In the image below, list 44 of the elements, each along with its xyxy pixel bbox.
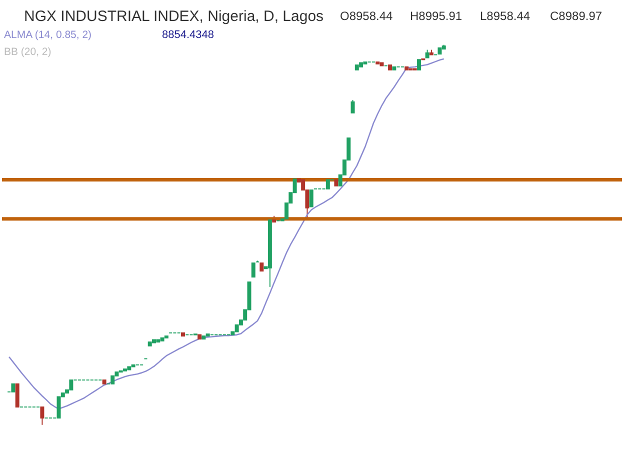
candlestick [376, 61, 380, 64]
chart-title: NGX INDUSTRIAL INDEX, Nigeria, D, Lagos [24, 8, 324, 25]
candlestick [354, 64, 359, 70]
candlestick [180, 332, 185, 336]
candlestick [202, 335, 206, 340]
candlestick [326, 179, 330, 190]
candlestick [160, 337, 164, 342]
candlestick [164, 335, 168, 338]
candlestick [260, 262, 264, 272]
candlestick [40, 406, 44, 426]
candlestick [251, 262, 256, 278]
text: L8958.44 [480, 9, 530, 23]
candlestick [350, 99, 355, 114]
candlestick [206, 334, 210, 336]
candlestick [388, 64, 392, 70]
candlestick [198, 334, 202, 340]
candlestick [15, 383, 20, 408]
candlestick [118, 370, 123, 373]
candlestick [102, 380, 106, 384]
text: ALMA (14, 0.85, 2) [4, 29, 92, 41]
annotation: BB (20, 2) [4, 46, 52, 58]
candlestick [438, 47, 442, 54]
candlestick [110, 375, 115, 384]
candlestick [309, 190, 314, 208]
candlestick [380, 62, 384, 66]
candlestick [56, 396, 61, 419]
candlestick [148, 342, 152, 346]
candlestick [69, 380, 74, 390]
text: H8995.91 [410, 9, 462, 23]
text: 8854.4348 [162, 29, 214, 41]
candlestick [127, 366, 132, 370]
candlestick [156, 339, 160, 343]
candlestick [152, 339, 156, 344]
candlestick [131, 364, 136, 368]
text: O8958.44 [340, 9, 394, 23]
candlestick [11, 383, 16, 392]
candlestick [334, 179, 338, 186]
candlestick [363, 61, 368, 64]
text: C8989.97 [550, 9, 602, 23]
candlestick [359, 62, 364, 68]
candlestick [123, 368, 128, 372]
candlestick [392, 66, 396, 70]
candlestick [404, 66, 409, 70]
candlestick [417, 59, 422, 70]
